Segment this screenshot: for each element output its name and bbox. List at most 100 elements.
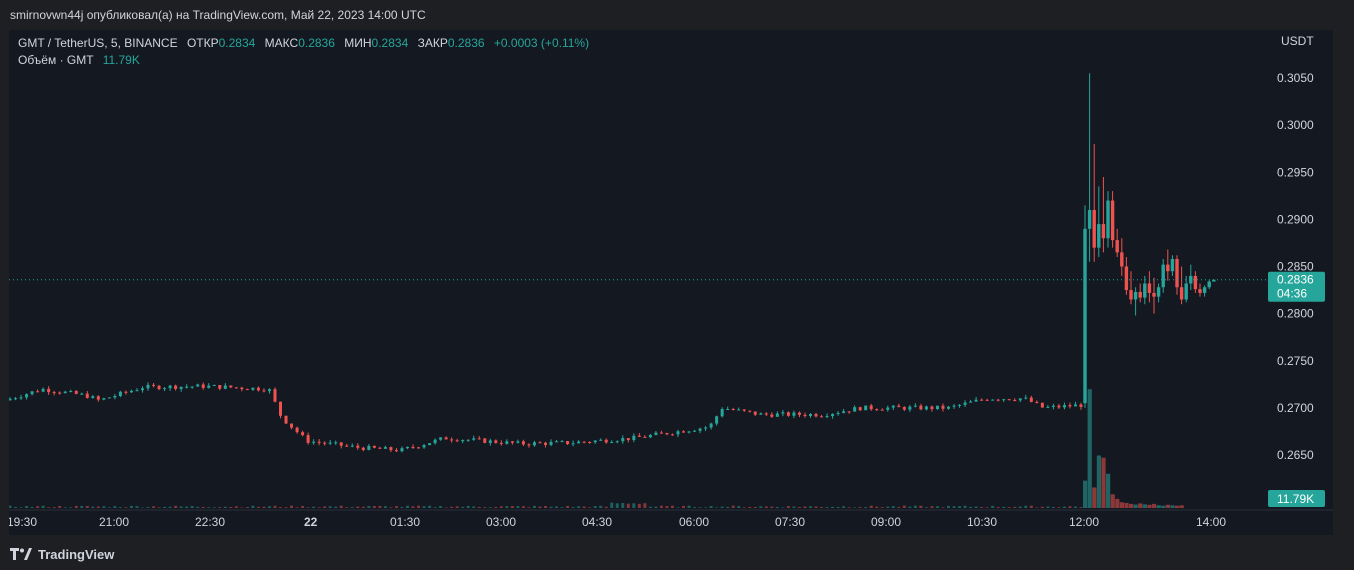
volume-bar	[1161, 505, 1166, 508]
candle	[466, 439, 470, 442]
volume-bar	[880, 507, 884, 508]
volume-bar	[952, 506, 956, 508]
candle	[709, 422, 713, 430]
candle	[339, 442, 343, 449]
candle	[626, 438, 630, 443]
candle	[781, 410, 785, 417]
volume-bar	[372, 506, 376, 508]
volume-bar	[632, 503, 636, 508]
candle	[36, 389, 40, 393]
volume-bar	[814, 506, 818, 508]
footer: TradingView	[10, 545, 114, 563]
candle	[858, 406, 862, 412]
candle	[527, 443, 531, 448]
candle	[1018, 398, 1022, 403]
volume-bar	[726, 506, 730, 508]
candle	[190, 386, 194, 389]
candle	[1166, 249, 1170, 281]
volume-bar	[146, 507, 150, 508]
volume-bar	[715, 507, 719, 508]
volume-bar	[262, 506, 266, 508]
volume-bar	[306, 507, 310, 508]
volume-bar	[157, 507, 161, 508]
volume-bar	[770, 506, 774, 508]
candle	[417, 446, 421, 449]
candle	[1202, 285, 1207, 297]
countdown-value: 04:36	[1277, 287, 1307, 301]
candle	[505, 439, 509, 445]
candle	[372, 445, 376, 449]
volume-bar	[886, 506, 890, 508]
candle	[301, 430, 305, 437]
candle	[599, 438, 603, 441]
volume-bar	[174, 505, 178, 508]
candle	[582, 441, 586, 444]
volume-bar	[1124, 502, 1129, 508]
candle	[455, 438, 459, 442]
candle	[262, 388, 266, 393]
volume-bar	[483, 507, 487, 508]
candle	[1161, 258, 1165, 293]
candle	[63, 390, 67, 394]
chart-panel[interactable]: GMT / TetherUS, 5, BINANCE ОТКР0.2834 МА…	[9, 30, 1333, 535]
candle	[682, 430, 686, 433]
volume-bar	[433, 507, 437, 508]
volume-bar	[974, 506, 978, 508]
volume-bar	[323, 506, 327, 508]
time-tick-label: 06:00	[679, 515, 709, 529]
volume-bar	[560, 507, 564, 508]
volume-bar	[118, 507, 122, 508]
volume-bar	[234, 506, 238, 508]
candle	[1007, 399, 1011, 401]
candle	[1193, 271, 1198, 293]
time-axis[interactable]: 19:30 21:00 22:30 22 01:30 03:00 04:30 06:00 07:…	[9, 515, 1226, 529]
volume-bar	[693, 507, 697, 508]
price-tick-label: 0.3050	[1277, 71, 1314, 85]
volume-bar	[267, 506, 271, 508]
candle	[842, 408, 846, 414]
volume-bar	[1175, 505, 1180, 508]
candle	[152, 383, 156, 388]
volume-bar	[450, 506, 454, 508]
candle	[1101, 176, 1106, 253]
volume-bar	[339, 505, 343, 508]
volume-bar	[670, 505, 674, 508]
volume-bar	[279, 507, 283, 508]
candle	[693, 429, 697, 432]
volume-bar	[963, 505, 967, 508]
candle	[969, 399, 973, 403]
candle	[361, 446, 365, 452]
candle	[306, 432, 310, 445]
candle	[847, 411, 851, 414]
candle	[1024, 394, 1028, 400]
volume-bar	[626, 503, 630, 508]
price-tick-label: 0.2800	[1277, 307, 1314, 321]
candle	[234, 387, 238, 389]
volume-bar	[996, 507, 1000, 508]
candle	[433, 438, 437, 445]
legend-low-label: МИН	[344, 36, 371, 50]
candle	[74, 390, 78, 395]
volume-bar	[521, 506, 525, 508]
volume-bar	[792, 506, 796, 508]
volume-bar	[858, 507, 862, 508]
candle	[25, 393, 29, 400]
candle	[1110, 191, 1115, 248]
candle	[891, 404, 895, 411]
volume-bar	[571, 506, 575, 508]
candle	[902, 406, 906, 412]
candle	[245, 388, 249, 391]
candle	[444, 436, 448, 440]
candle	[759, 412, 763, 415]
volume-bar	[345, 507, 349, 508]
volume-bar	[1007, 507, 1011, 508]
volume-bar	[69, 507, 73, 508]
candle	[405, 446, 409, 450]
volume-bar	[52, 507, 56, 508]
candle	[1040, 402, 1044, 408]
tradingview-logo-icon	[10, 548, 32, 560]
candle	[207, 383, 211, 389]
price-axis[interactable]: 0.3050 0.3000 0.2950 0.2900 0.2850 0.2800 0.27…	[1277, 71, 1314, 462]
volume-bar	[400, 506, 404, 508]
volume-bar	[659, 505, 663, 508]
